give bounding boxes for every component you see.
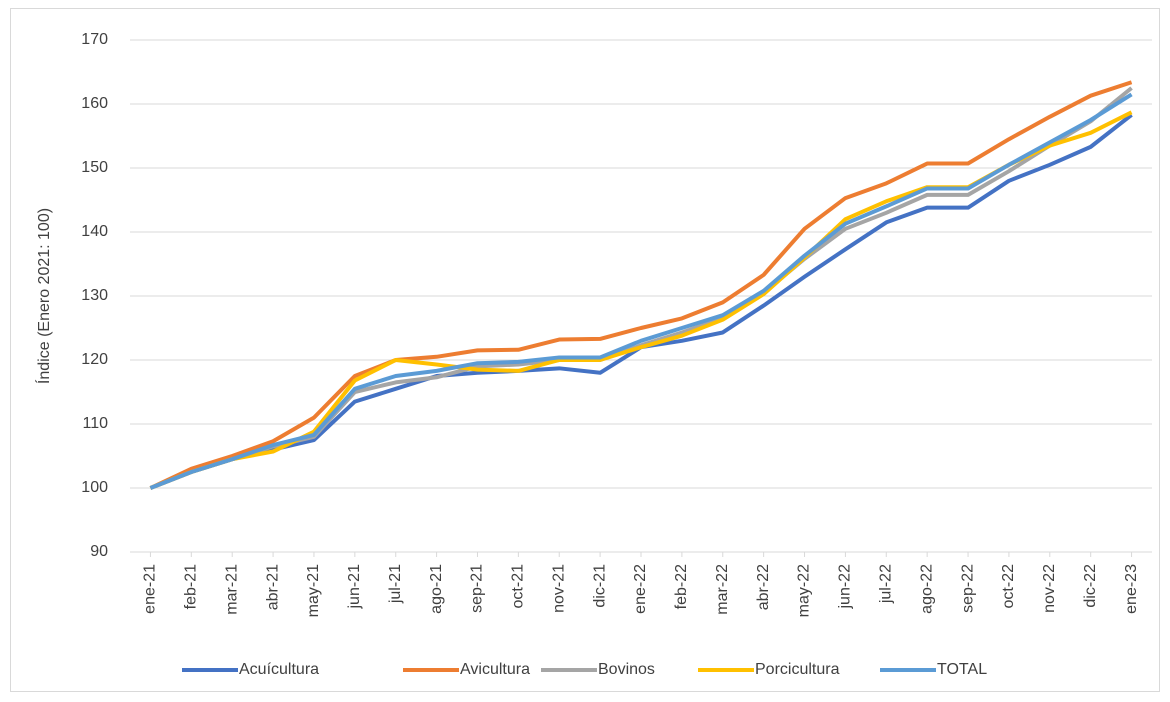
y-tick-label: 90: [90, 543, 108, 560]
x-tick-label: ene-21: [142, 564, 159, 614]
x-tick-label: jun-22: [837, 564, 854, 610]
y-tick-label: 120: [81, 351, 108, 368]
x-tick-label: dic-22: [1082, 564, 1099, 608]
x-tick-label: abr-22: [755, 564, 772, 610]
y-tick-label: 150: [81, 159, 108, 176]
x-tick-label: ene-22: [632, 564, 649, 614]
y-axis-label: Índice (Enero 2021: 100): [34, 208, 53, 384]
series-line: [149, 80, 1133, 490]
x-tick-label: feb-21: [183, 564, 200, 609]
x-tick-label: may-21: [305, 564, 322, 617]
legend-label: Porcicultura: [755, 661, 840, 678]
y-tick-label: 100: [81, 479, 108, 496]
x-tick-label: abr-21: [264, 564, 281, 610]
x-tick-label: jul-22: [877, 564, 894, 604]
y-tick-label: 110: [82, 415, 108, 432]
y-tick-label: 160: [81, 95, 108, 112]
legend-label: Avicultura: [460, 661, 530, 678]
y-tick-label: 140: [81, 223, 108, 240]
x-tick-label: ago-22: [918, 564, 935, 614]
x-tick-label: dic-21: [591, 564, 608, 608]
legend-label: TOTAL: [937, 661, 987, 678]
x-tick-label: nov-21: [550, 564, 567, 613]
chart-frame: [10, 8, 1160, 692]
legend-label: Bovinos: [598, 661, 655, 678]
x-tick-label: ago-21: [428, 564, 445, 614]
y-tick-label: 170: [81, 31, 108, 48]
x-tick-label: feb-22: [673, 564, 690, 609]
x-tick-label: jun-21: [346, 564, 363, 610]
x-tick-label: oct-22: [1000, 564, 1017, 609]
x-tick-label: mar-21: [223, 564, 240, 615]
y-tick-label: 130: [81, 287, 108, 304]
x-tick-label: nov-22: [1041, 564, 1058, 613]
x-tick-label: ene-23: [1123, 564, 1140, 614]
x-tick-label: oct-21: [510, 564, 527, 609]
legend-label: Acuícultura: [239, 661, 319, 678]
x-tick-label: may-22: [796, 564, 813, 617]
x-tick-label: sep-22: [959, 564, 976, 613]
x-tick-label: sep-21: [469, 564, 486, 613]
series-line: [149, 92, 1133, 490]
x-tick-label: jul-21: [387, 564, 404, 604]
x-tick-label: mar-22: [714, 564, 731, 615]
